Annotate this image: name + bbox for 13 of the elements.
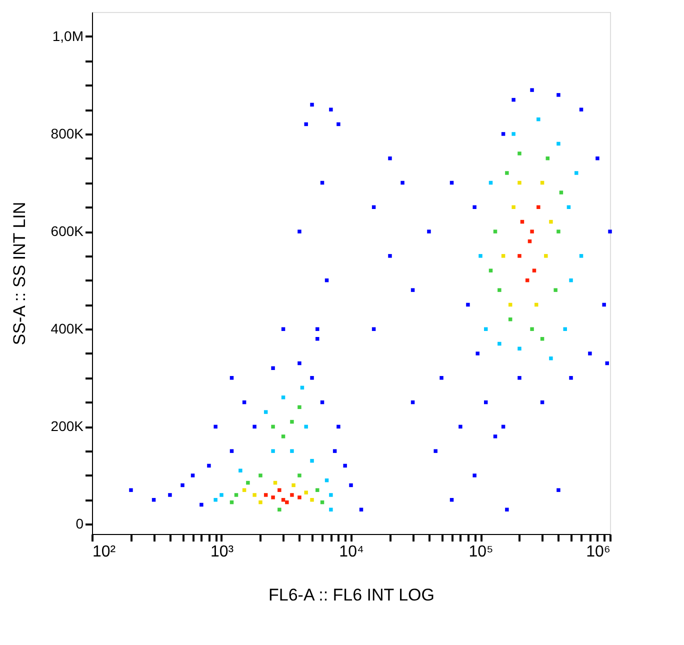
x-tick-label: 10² — [92, 544, 116, 560]
x-tick-label: 10⁵ — [468, 544, 494, 560]
y-tick-label: 800K — [50, 125, 84, 142]
y-axis-title: SS-A :: SS INT LIN — [10, 202, 29, 346]
y-tick-label: 0 — [76, 516, 84, 532]
x-tick-label: 10⁶ — [586, 544, 610, 560]
x-tick-label: 10³ — [210, 544, 234, 560]
x-axis-title: FL6-A :: FL6 INT LOG — [268, 586, 434, 604]
y-tick-label: 200K — [50, 418, 84, 434]
y-tick-label: 600K — [50, 223, 84, 240]
y-tick-label: 1,0M — [52, 28, 84, 44]
x-tick-label: 10⁴ — [339, 544, 364, 560]
y-tick-label: 400K — [50, 320, 84, 337]
